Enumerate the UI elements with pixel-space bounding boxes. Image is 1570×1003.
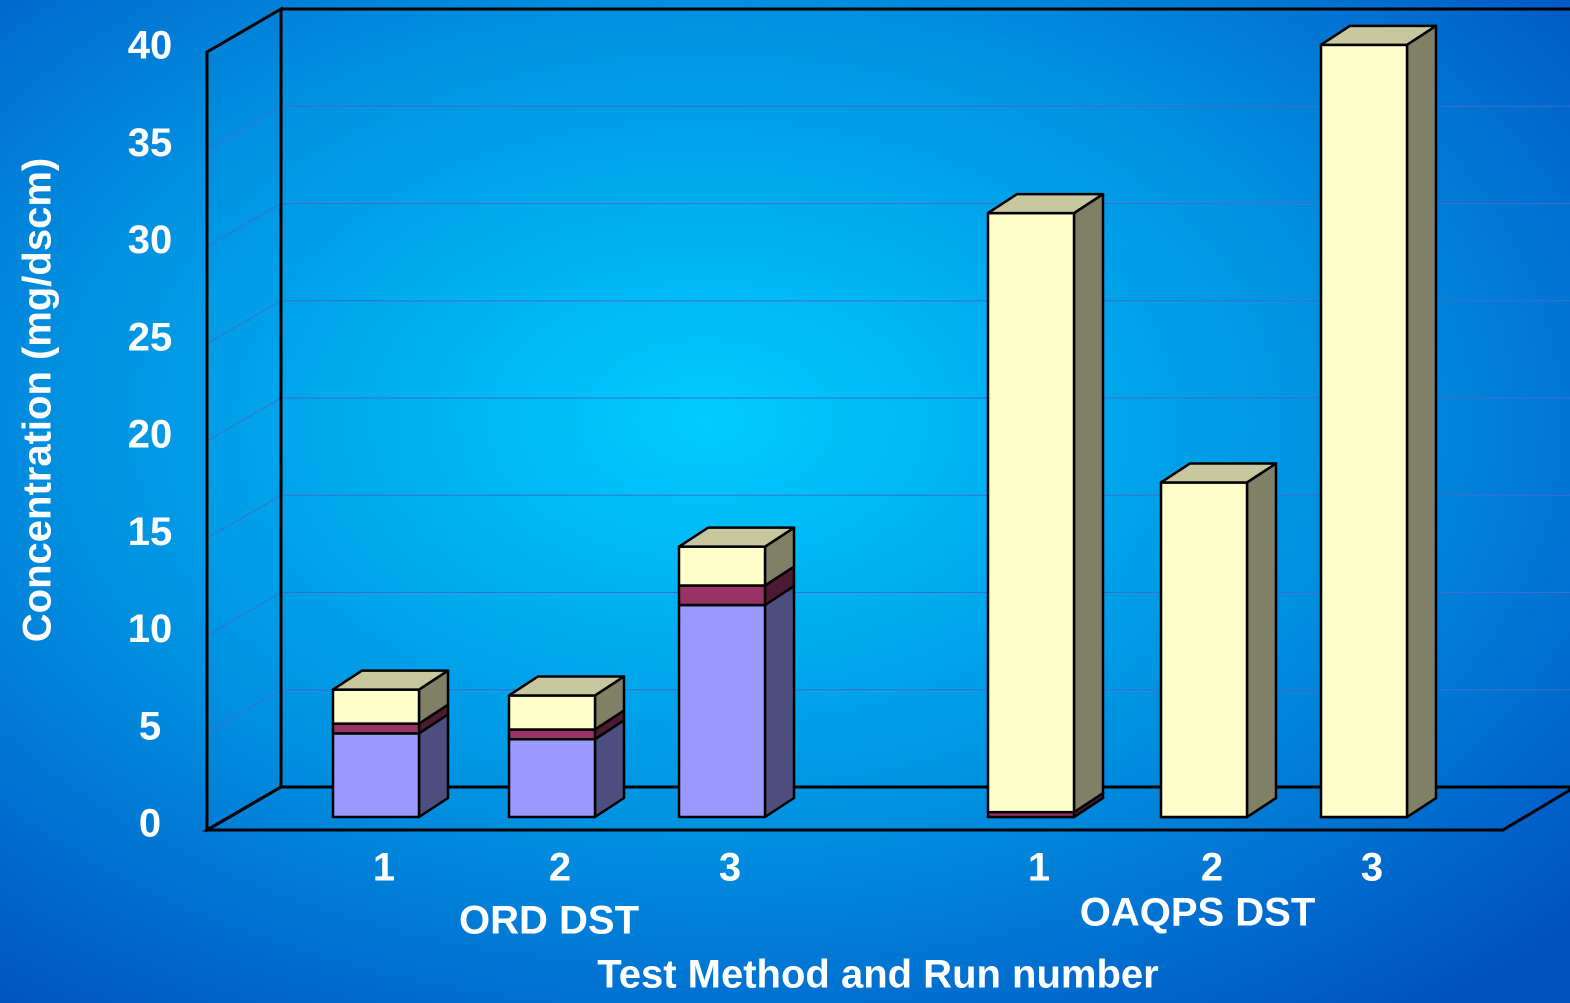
y-tick-label: 30: [128, 218, 173, 262]
bar-top: [986, 192, 1105, 215]
bar-top: [677, 526, 796, 548]
bar: [331, 722, 421, 735]
bar-top: [1159, 462, 1278, 484]
group-label: ORD DST: [459, 899, 639, 943]
y-tick-label: 40: [128, 24, 173, 68]
y-tick-label: 10: [128, 607, 173, 651]
y-tick-label: 15: [128, 510, 173, 554]
grid-line: [206, 689, 282, 734]
x-tick-label: 3: [1361, 846, 1383, 890]
grid-line: [206, 592, 282, 636]
y-tick-label: 25: [128, 315, 173, 359]
bar-side: [1245, 462, 1278, 819]
y-tick-label: 35: [128, 121, 173, 165]
grid-line: [206, 397, 282, 442]
bar: [677, 545, 767, 587]
bar: [1319, 43, 1409, 819]
y-tick-label: 0: [139, 802, 161, 846]
x-tick-label: 2: [549, 846, 571, 890]
grid-line: [206, 105, 282, 150]
x-axis-title: Test Method and Run number: [597, 953, 1158, 997]
bar-top: [1319, 24, 1438, 47]
bar: [507, 694, 597, 731]
y-tick-label: 5: [139, 704, 161, 748]
bar: [331, 688, 421, 725]
grid-line: [206, 300, 282, 345]
x-tick-label: 1: [1028, 846, 1050, 890]
x-tick-label: 2: [1201, 846, 1223, 890]
y-axis-title: Concentration (mg/dscm): [16, 158, 60, 642]
grid-line: [206, 494, 282, 539]
bar: [677, 584, 767, 607]
bar: [507, 728, 597, 741]
bar-side: [1072, 192, 1105, 814]
bar-side: [1405, 24, 1438, 819]
bar-top: [331, 669, 450, 691]
y-tick-label: 20: [128, 413, 173, 457]
x-tick-label: 1: [373, 846, 395, 890]
grid-line: [206, 203, 282, 247]
bar-top: [507, 675, 626, 697]
bar: [331, 732, 421, 819]
group-label: OAQPS DST: [1080, 891, 1316, 935]
bar: [507, 737, 597, 819]
x-tick-label: 3: [719, 846, 741, 890]
bar: [1159, 481, 1249, 819]
bar: [986, 211, 1076, 814]
bar-side: [763, 584, 796, 819]
bar: [677, 603, 767, 819]
